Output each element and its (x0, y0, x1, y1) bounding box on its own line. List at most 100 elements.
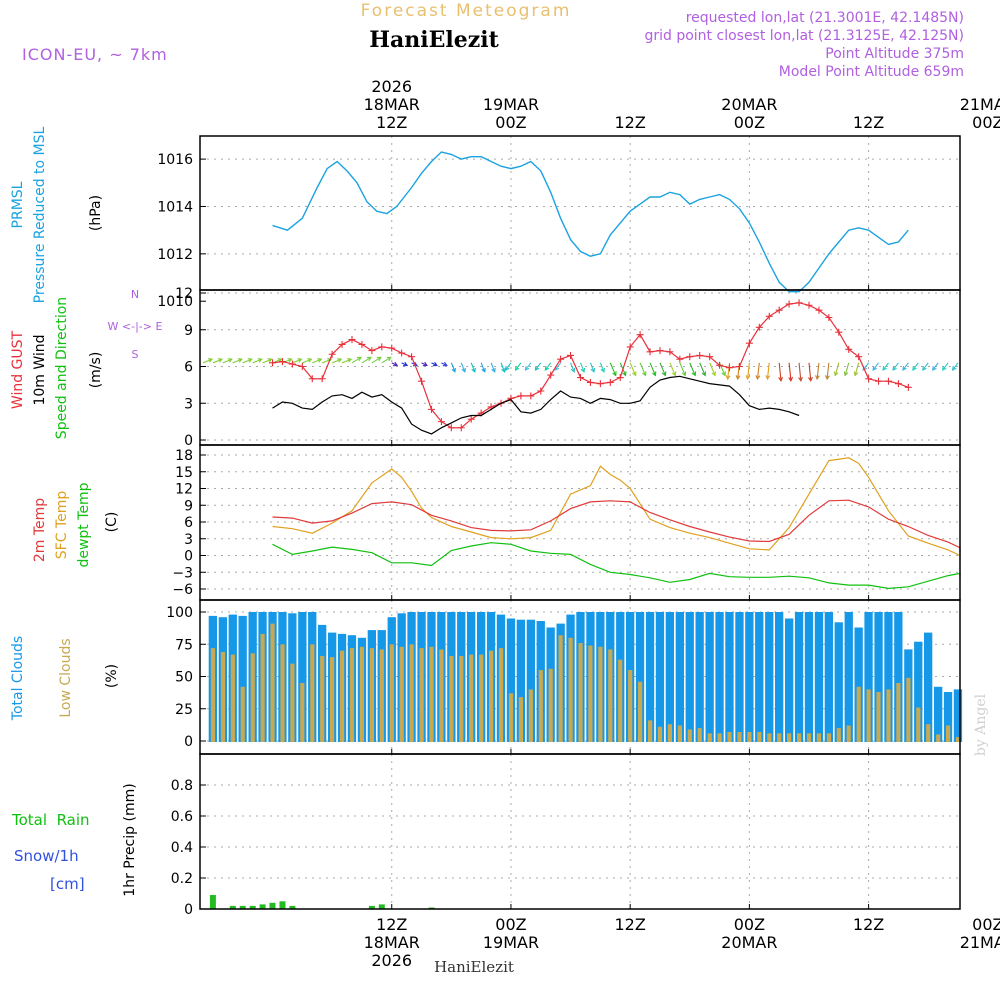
low-cloud-bar (677, 725, 682, 742)
gust-marker (418, 377, 426, 385)
gust-marker (884, 377, 892, 385)
gust-marker (278, 358, 286, 366)
y-tick-label: 25 (175, 702, 193, 718)
low-cloud-bar (836, 728, 841, 742)
low-cloud-bar (439, 649, 444, 742)
gust-marker (646, 348, 654, 356)
gust-marker (318, 375, 326, 383)
wind-arrow-head (217, 358, 223, 363)
total-cloud-bar (894, 612, 903, 742)
low-cloud-bar (797, 733, 802, 742)
gust-marker (676, 355, 684, 363)
gust-marker (745, 339, 753, 347)
wind-arrow (252, 358, 262, 364)
top-time-label: 12Z (853, 113, 884, 132)
low-cloud-bar (687, 729, 692, 742)
model-label: ICON-EU, ~ 7km (22, 45, 168, 64)
top-time-label: 00Z (734, 113, 765, 132)
prmsl-label: PRMSL (10, 181, 26, 228)
total-cloud-bar (526, 619, 535, 742)
top-time-label: 21MAR (960, 95, 1000, 114)
gust-marker (845, 345, 853, 353)
wind-arrow-head (912, 366, 917, 371)
wind-arrow (912, 362, 919, 371)
wind-arrow (629, 362, 637, 376)
total-cloud-bar (715, 612, 724, 742)
wind-arrow (490, 362, 496, 373)
wind-arrow-head (237, 358, 243, 363)
wind-arrow-head (951, 366, 957, 371)
total-cloud-bar (506, 618, 516, 742)
low-cloud-bar (667, 724, 672, 742)
bottom-time-label: 12Z (853, 915, 884, 934)
wind-arrow-head (514, 366, 520, 371)
wind-arrow (222, 358, 233, 364)
gust-marker (875, 377, 883, 385)
bottom-time-label: 00Z (734, 915, 765, 934)
low-cloud-bar (340, 650, 345, 742)
wind-arrow-head (501, 367, 506, 373)
c-unit: (C) (104, 512, 120, 533)
top-time-label: 12Z (615, 113, 646, 132)
wind-arrow-head (651, 371, 657, 377)
dewpoint-line (272, 542, 961, 590)
gust-marker (785, 300, 793, 308)
rain-bar (209, 895, 216, 909)
low-cloud-bar (816, 733, 821, 742)
sfc-label: SFC Temp (54, 491, 70, 560)
low-cloud-bar (419, 648, 424, 742)
precip-unit: 1hr Precip (mm) (122, 783, 138, 896)
y-tick-label: 0 (184, 734, 193, 750)
low-cloud-bar (618, 659, 623, 742)
low-cloud-bar (727, 732, 732, 742)
wind-arrow-head (824, 375, 830, 381)
gust-marker (447, 424, 455, 432)
total-cloud-bar (665, 612, 674, 742)
wind-arrow-head (307, 358, 313, 363)
wind-arrow (882, 362, 889, 371)
low-cloud-bar (648, 720, 653, 742)
wind-arrow (932, 362, 939, 371)
y-tick-label: −3 (172, 565, 193, 581)
gust-marker (457, 424, 465, 432)
wind-arrow-head (356, 356, 362, 362)
wind-arrow-head (902, 366, 907, 371)
bottom-time-label: 00Z (972, 915, 1000, 934)
wind-arrow (331, 358, 342, 364)
wind-arrow (649, 362, 656, 376)
bottom-time-label: 12Z (376, 915, 407, 934)
gust-marker (904, 383, 912, 391)
wind-arrow-head (612, 371, 617, 377)
low-cloud-bar (240, 686, 245, 742)
wind-arrow (470, 362, 476, 373)
low-cloud-bar (528, 689, 533, 742)
gust-marker (795, 299, 803, 307)
low-cloud-bar (479, 654, 484, 742)
wind-arrow-head (317, 358, 323, 363)
wind-arrow (505, 362, 512, 371)
wind-arrow-head (892, 366, 897, 371)
wind-arrow (854, 362, 860, 376)
wind-arrow (381, 356, 392, 364)
precip-panel-frame (199, 753, 961, 910)
gust-marker (765, 312, 773, 320)
rain-bar (269, 902, 276, 909)
total-cloud-bar (695, 612, 704, 742)
low-cloud-bar (399, 646, 404, 742)
wind-arrow (312, 358, 322, 364)
cloud-labels: Total Clouds Low Clouds (%) (10, 636, 120, 721)
wind-arrow-head (257, 358, 263, 363)
wind-arrow-head (376, 356, 382, 362)
wind-arrow-head (725, 375, 731, 381)
gust-marker (338, 340, 346, 348)
rain-bar (289, 905, 296, 909)
y-tick-label: 1010 (157, 294, 193, 310)
compass-ew: W <-|-> E (108, 320, 163, 333)
total-rain-label: Total Rain (11, 811, 90, 829)
low-cloud-bar (270, 623, 275, 742)
wind-arrow-head (580, 367, 586, 373)
dew-label: dewpt Temp (76, 482, 92, 567)
wind-arrow (460, 362, 466, 373)
low-cloud-bar (359, 646, 364, 742)
